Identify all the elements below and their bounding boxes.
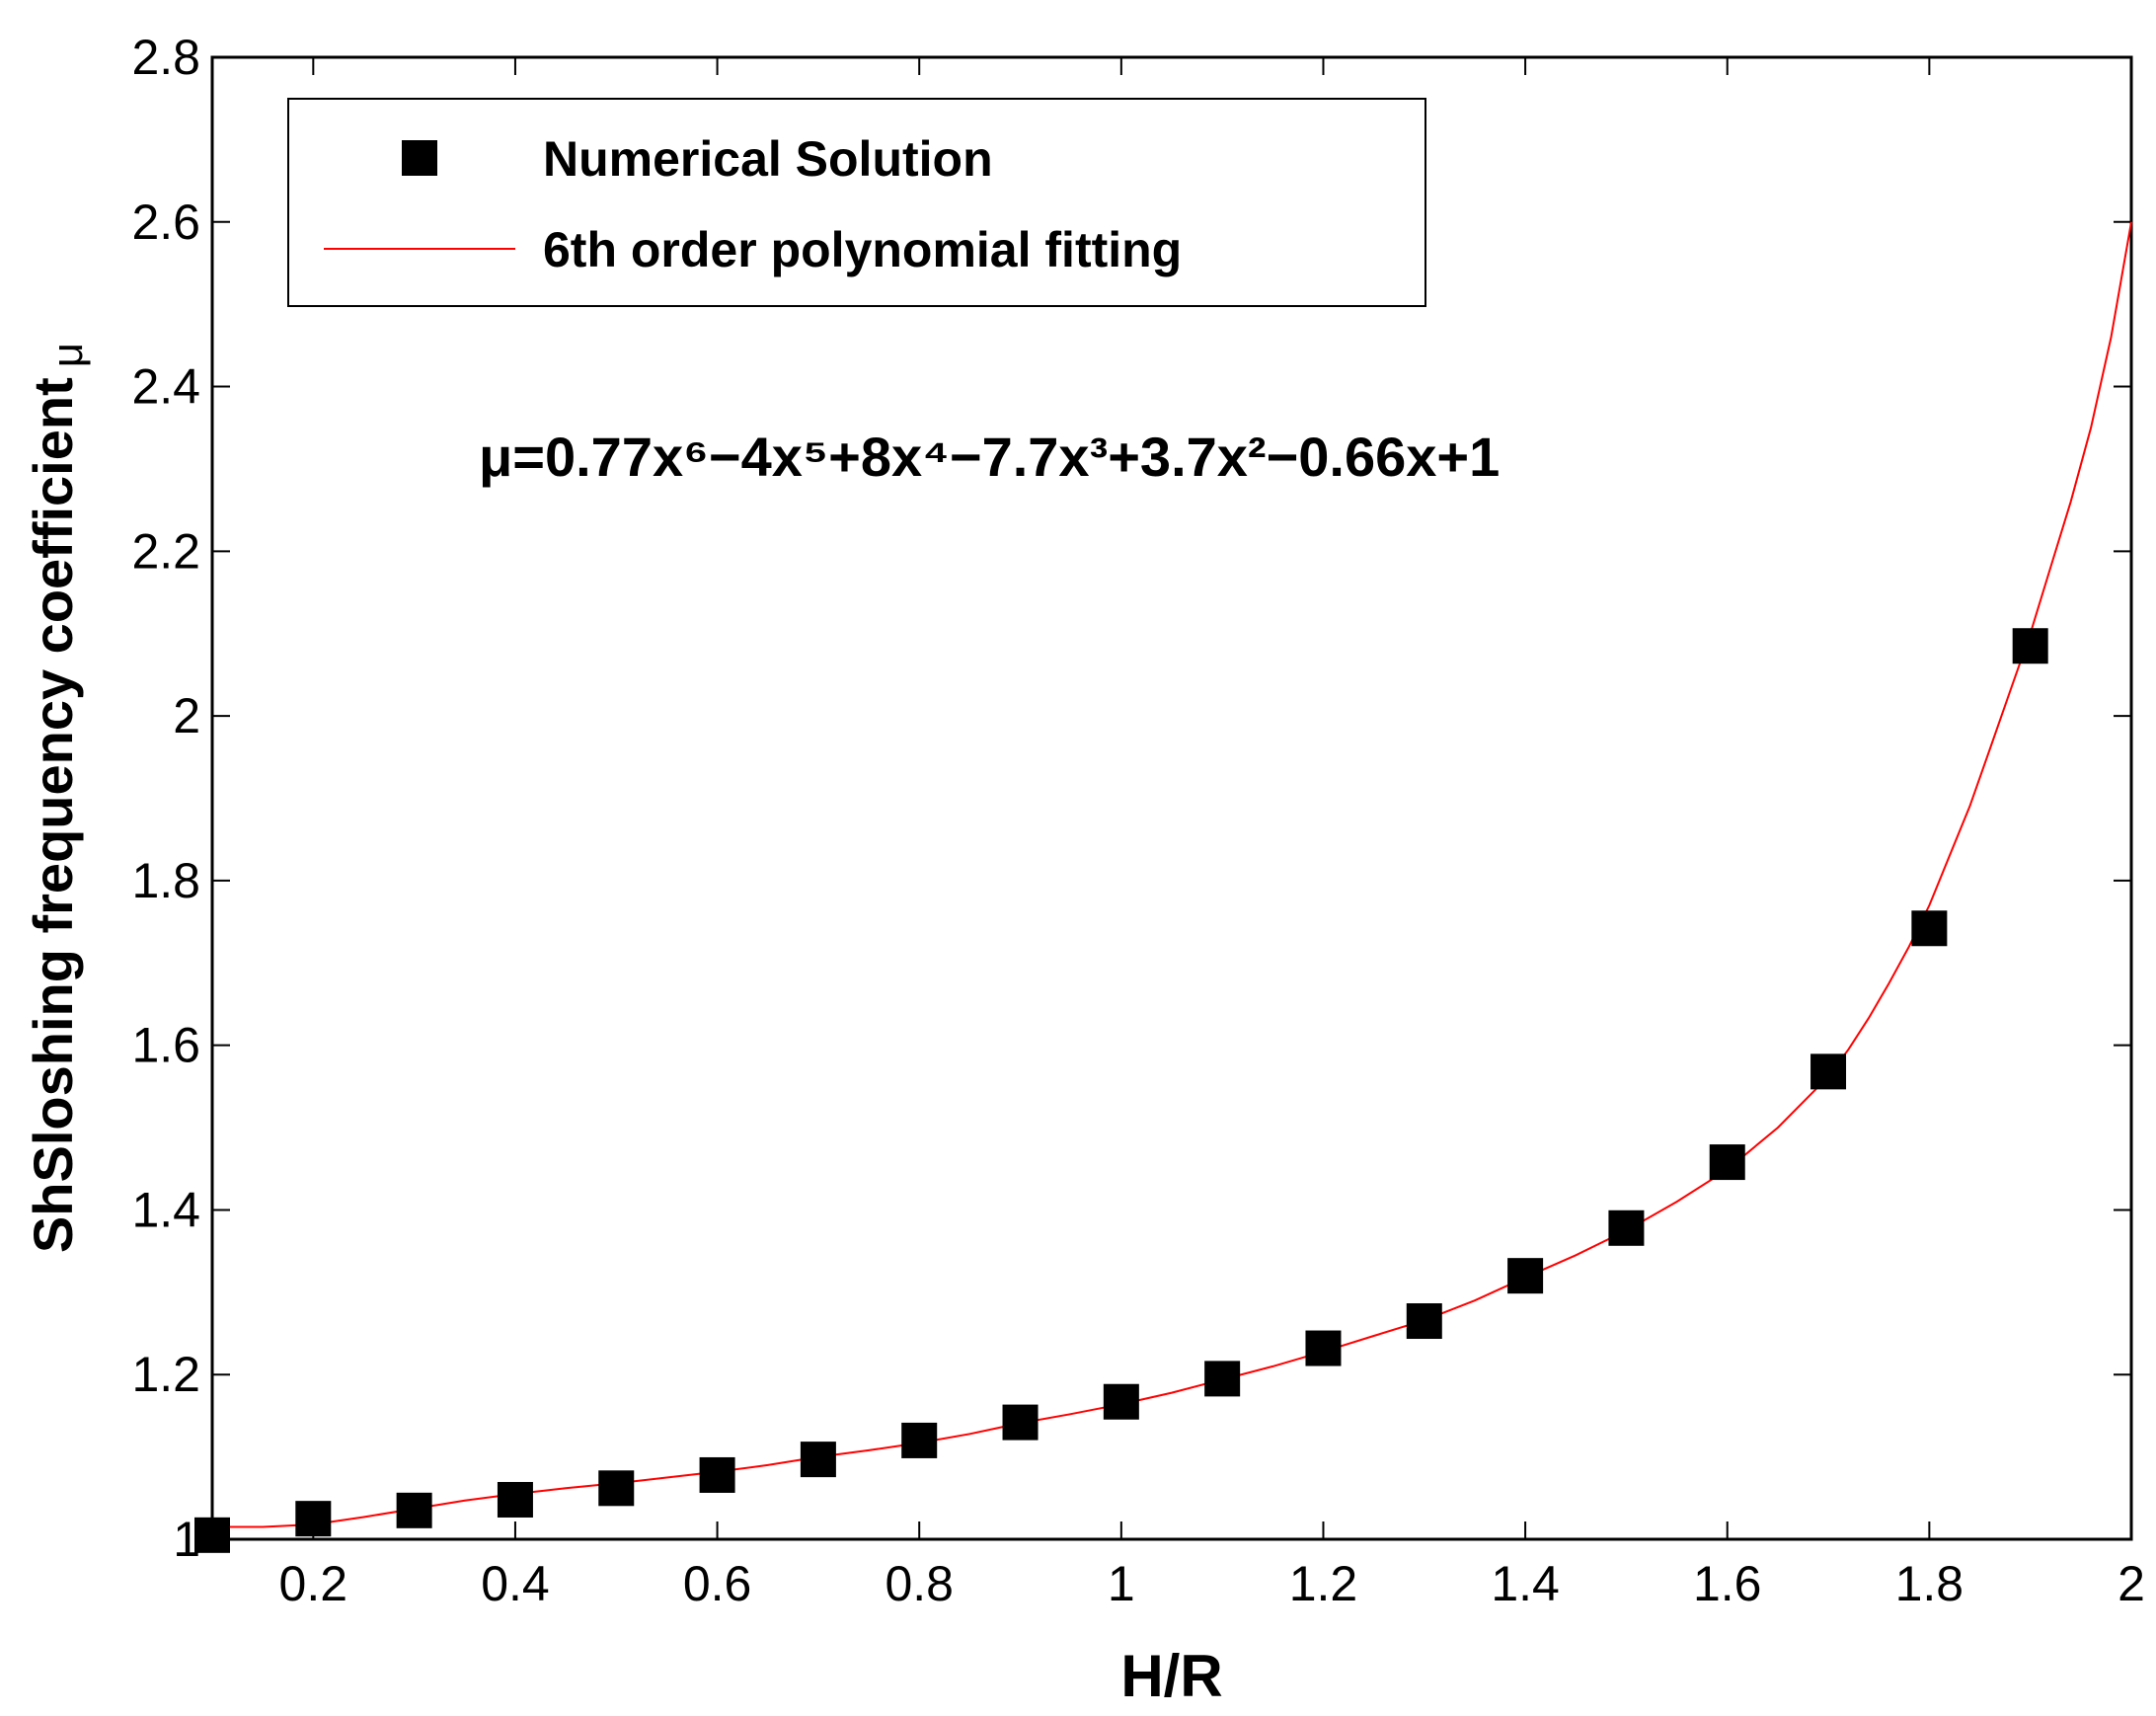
y-tick-label: 2 — [173, 688, 200, 743]
data-point-marker — [1305, 1330, 1342, 1366]
data-point-marker — [1204, 1361, 1241, 1397]
legend-marker-square — [402, 140, 437, 176]
data-point-marker — [396, 1492, 432, 1528]
y-axis-title-text: ShSloshing frequency coefficient — [22, 377, 84, 1253]
data-point-marker — [598, 1470, 635, 1507]
y-axis-ticks: 11.21.41.61.822.22.42.62.8 — [131, 30, 2131, 1567]
y-tick-label: 2.4 — [131, 359, 200, 415]
x-tick-label: 1.2 — [1289, 1556, 1358, 1611]
legend: Numerical Solution 6th order polynomial … — [287, 98, 1426, 307]
data-point-marker — [1406, 1303, 1442, 1340]
y-tick-label: 1.4 — [131, 1182, 200, 1237]
plot-area-frame — [210, 55, 2133, 1541]
y-axis-title-group: ShSloshing frequency coefficient μ — [22, 343, 92, 1253]
y-axis-title: ShSloshing frequency coefficient μ — [22, 343, 92, 1253]
x-axis-title: H/R — [1120, 1643, 1222, 1709]
data-point-marker — [2012, 628, 2048, 664]
data-point-marker — [1810, 1053, 1847, 1090]
data-point-marker — [1608, 1209, 1645, 1246]
y-tick-label: 2.6 — [131, 195, 200, 250]
data-point-marker — [295, 1501, 332, 1537]
legend-box — [287, 98, 1426, 307]
x-axis-ticks: 0.2 0.4 0.6 0.8 1 1.2 1.4 1.6 1.8 2 — [279, 57, 2145, 1611]
x-tick-label: 0.8 — [885, 1556, 954, 1611]
x-tick-label: 0.2 — [279, 1556, 348, 1611]
data-point-marker — [194, 1517, 230, 1553]
data-point-marker — [699, 1456, 735, 1493]
data-point-marker — [901, 1422, 938, 1458]
data-point-marker — [1709, 1144, 1745, 1181]
data-point-marker — [1002, 1404, 1039, 1441]
y-tick-label: 1.2 — [131, 1347, 200, 1402]
data-point-marker — [1507, 1258, 1544, 1294]
x-tick-label: 1 — [1108, 1556, 1135, 1611]
equation-annotation: μ=0.77x⁶−4x⁵+8x⁴−7.7x³+3.7x²−0.66x+1 — [479, 426, 1500, 488]
x-tick-label: 1.4 — [1491, 1556, 1560, 1611]
y-axis-title-symbol: μ — [43, 343, 92, 367]
x-tick-label: 1.8 — [1895, 1556, 1964, 1611]
data-point-marker — [1911, 910, 1948, 947]
y-tick-label: 1.6 — [131, 1018, 200, 1073]
x-tick-label: 0.6 — [683, 1556, 752, 1611]
legend-label-numerical: Numerical Solution — [543, 131, 993, 187]
data-point-marker — [800, 1442, 836, 1478]
legend-label-fit: 6th order polynomial fitting — [543, 222, 1182, 277]
x-tick-label: 2 — [2118, 1556, 2145, 1611]
data-point-marker — [1103, 1383, 1139, 1420]
y-tick-label: 2.2 — [131, 523, 200, 579]
data-point-marker — [497, 1481, 533, 1518]
x-tick-label: 0.4 — [481, 1556, 550, 1611]
series-numerical-markers — [194, 628, 2048, 1553]
x-tick-label: 1.6 — [1693, 1556, 1762, 1611]
y-tick-label: 2.8 — [131, 30, 200, 85]
y-tick-label: 1.8 — [131, 853, 200, 908]
